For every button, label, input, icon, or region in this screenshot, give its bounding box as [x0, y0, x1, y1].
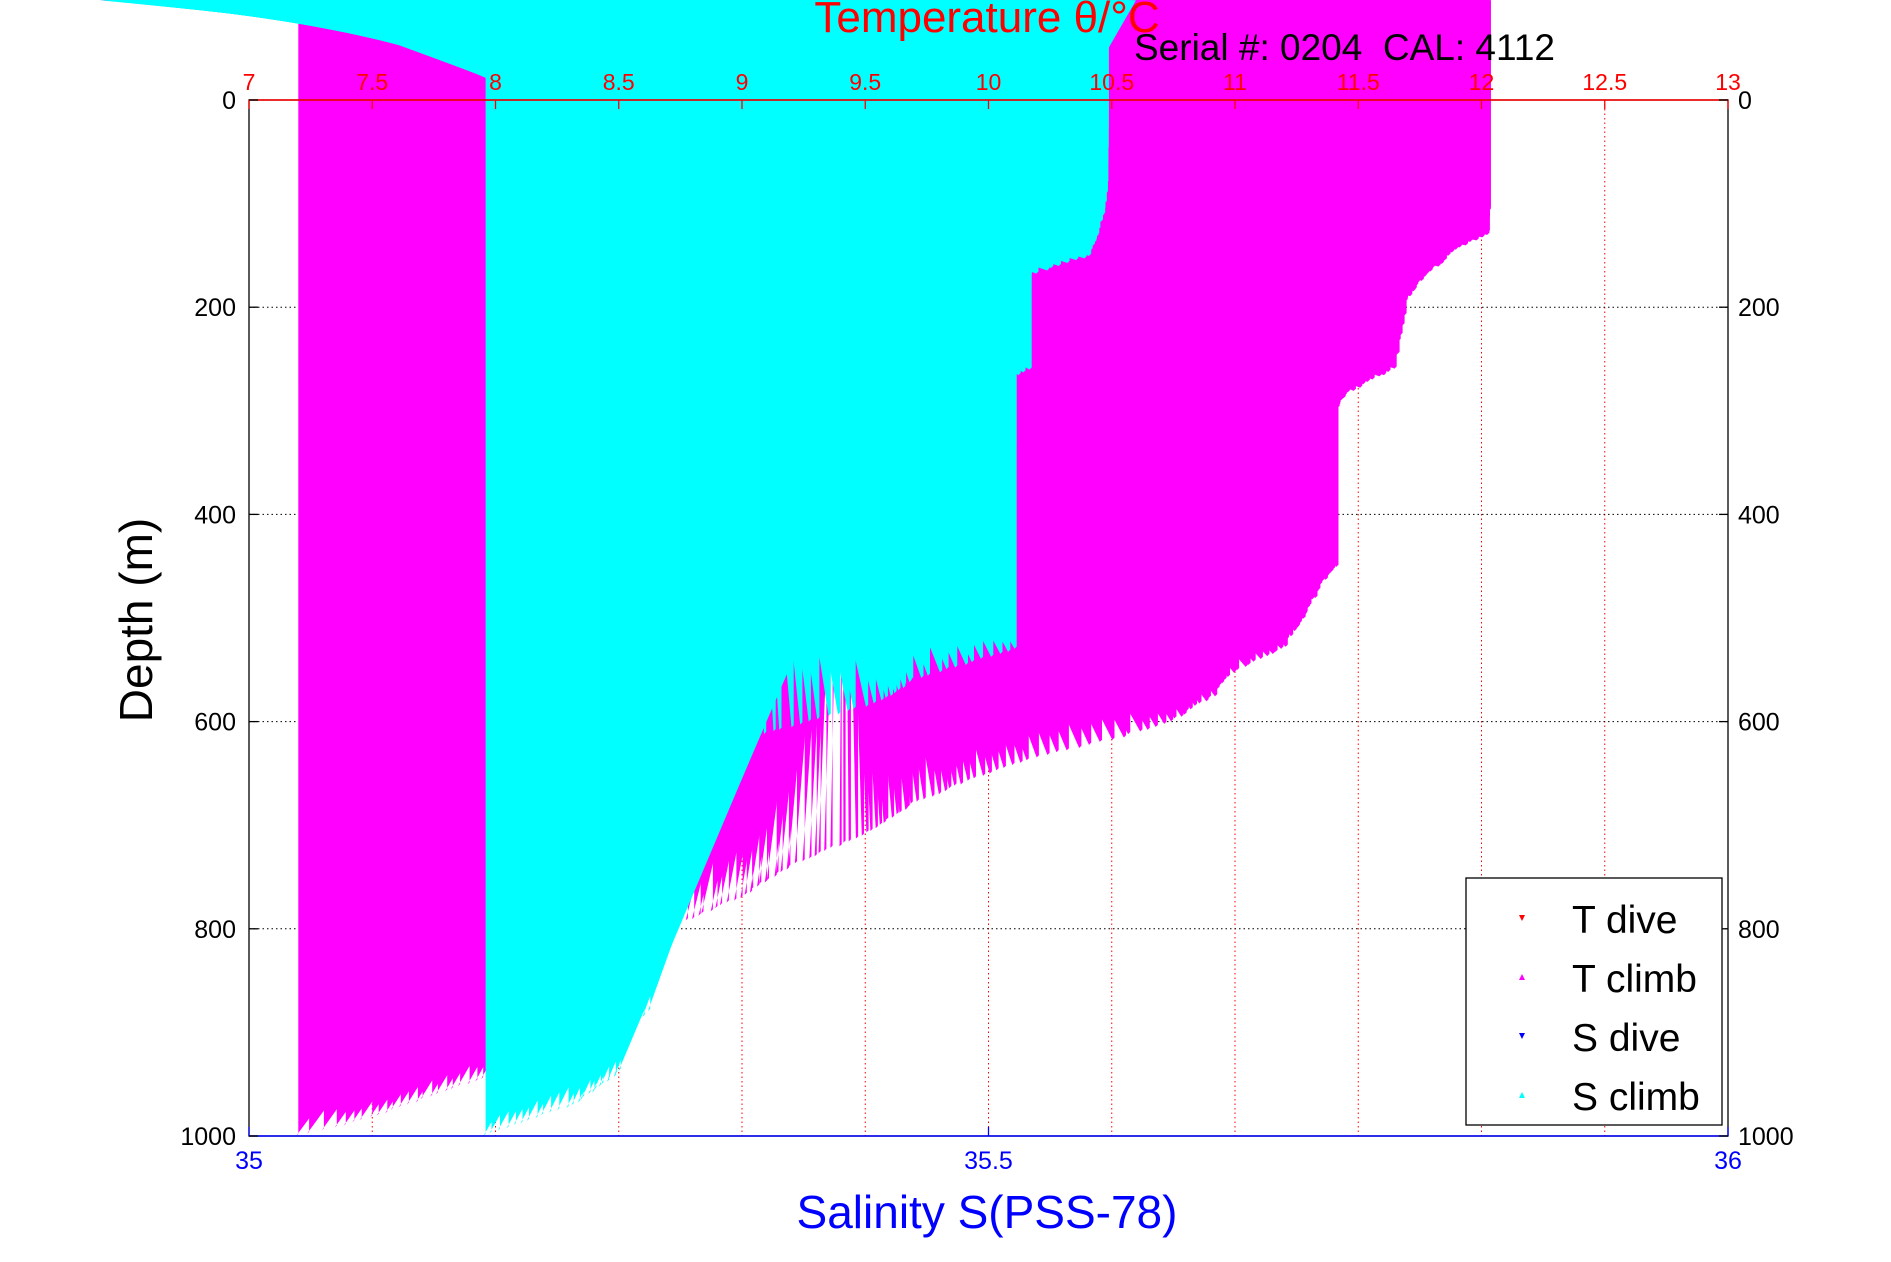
legend: T dive T climb S dive S climb	[1465, 877, 1723, 1126]
x-axis-title: Salinity S(PSS-78)	[797, 1186, 1178, 1238]
legend-marker	[1519, 1033, 1525, 1039]
temperature-tick-label: 9.5	[849, 69, 881, 95]
depth-tick-label-left: 200	[194, 294, 236, 322]
temperature-tick-label: 7	[243, 69, 256, 95]
legend-marker	[1519, 915, 1525, 921]
serial-cal-label: Serial #: 0204 CAL: 4112	[1134, 27, 1555, 68]
depth-tick-label-right: 0	[1738, 87, 1752, 115]
legend-marker	[1519, 1092, 1525, 1098]
temperature-tick-label: 11	[1223, 69, 1247, 95]
legend-label: S climb	[1572, 1076, 1700, 1119]
legend-box	[1465, 877, 1723, 1126]
temperature-tick-label: 11.5	[1337, 69, 1380, 95]
temperature-tick-label: 9	[736, 69, 749, 95]
salinity-tick-label: 35	[235, 1147, 263, 1175]
salinity-tick-label: 35.5	[964, 1147, 1013, 1175]
temperature-tick-label: 10	[976, 69, 1002, 95]
temperature-tick-label: 8.5	[603, 69, 635, 95]
temperature-tick-label: 10.5	[1089, 69, 1134, 95]
salinity-tick-label: 36	[1714, 1147, 1742, 1175]
chart-title: Temperature θ/°C	[814, 0, 1159, 42]
legend-label: S dive	[1572, 1017, 1680, 1060]
depth-tick-label-right: 1000	[1738, 1123, 1794, 1151]
temperature-tick-label: 13	[1715, 69, 1741, 95]
depth-tick-label-left: 800	[194, 916, 236, 944]
depth-tick-label-left: 400	[194, 501, 236, 529]
series-s-climb	[99, 0, 1137, 1137]
temperature-tick-label: 7.5	[356, 69, 388, 95]
legend-label: T climb	[1572, 958, 1697, 1001]
ticks: 7 7.5 8 8.5 9 9.5 10 10.5 11 11.5 12 12.5 13 35 35.5 36…	[180, 69, 1793, 1175]
series-layer	[99, 0, 1491, 1137]
legend-marker	[1519, 974, 1525, 980]
temperature-tick-label: 8	[489, 69, 502, 95]
depth-tick-label-left: 600	[194, 709, 236, 737]
temperature-tick-label: 12.5	[1582, 69, 1627, 95]
temperature-tick-label: 12	[1469, 69, 1495, 95]
y-axis-title: Depth (m)	[110, 518, 162, 722]
depth-tick-label-left: 1000	[180, 1123, 236, 1151]
legend-label: T dive	[1572, 899, 1678, 942]
depth-tick-label-right: 400	[1738, 501, 1780, 529]
depth-tick-label-right: 200	[1738, 294, 1780, 322]
depth-tick-label-right: 600	[1738, 709, 1780, 737]
depth-tick-label-left: 0	[222, 87, 236, 115]
depth-tick-label-right: 800	[1738, 916, 1780, 944]
data-point	[483, 0, 1137, 1137]
